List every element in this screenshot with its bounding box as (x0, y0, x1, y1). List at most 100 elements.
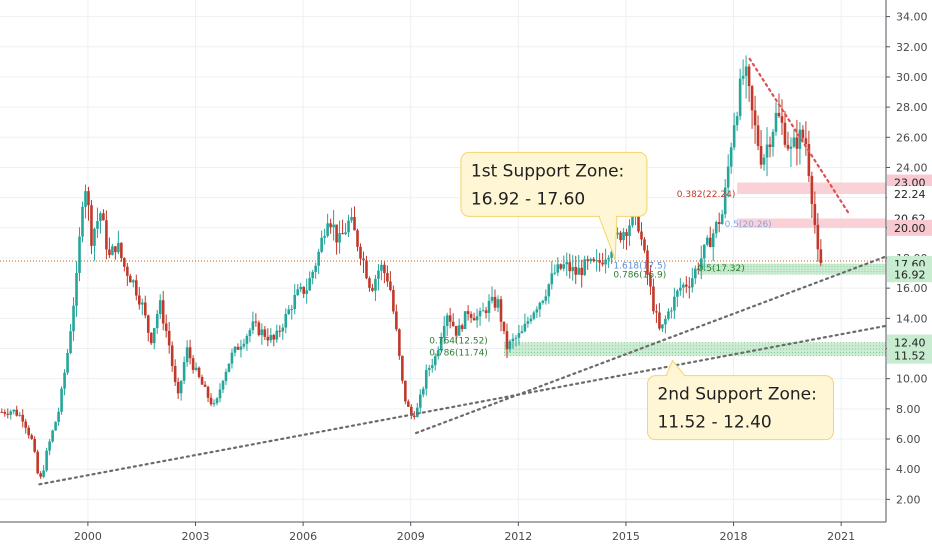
y-tick-label: 4.00 (896, 463, 921, 476)
candle-body (789, 146, 793, 149)
candle-body (768, 144, 772, 147)
candle-body (200, 376, 204, 385)
candle-body (377, 270, 380, 279)
candle-body (84, 191, 87, 207)
candle-body (3, 411, 7, 414)
candle-body (209, 397, 213, 405)
candle-body (63, 372, 66, 389)
candle-body (628, 225, 631, 236)
candle-body (661, 324, 664, 329)
candle-body (771, 131, 775, 147)
candle-body (418, 394, 422, 408)
candle-body (481, 310, 485, 312)
candle-body (762, 157, 766, 165)
callouts: 1st Support Zone: 16.92 - 17.60 2nd Suppor… (460, 151, 834, 441)
candle-body (688, 286, 691, 288)
candle-body (433, 356, 437, 366)
trendlines (38, 57, 888, 486)
candle-body (637, 205, 640, 232)
candle-body (753, 110, 757, 126)
candle-body (619, 232, 622, 241)
candle-body (523, 323, 527, 332)
x-tick-label: 2012 (504, 530, 532, 543)
candle-body (260, 329, 264, 336)
candle-body (293, 294, 297, 310)
callout-pointer (665, 359, 686, 377)
candle-body (311, 271, 314, 279)
candle-body (466, 311, 470, 315)
candle-body (158, 300, 162, 314)
candle-body (236, 346, 240, 350)
trendline (38, 324, 888, 486)
candle-body (380, 264, 383, 271)
candle-body (320, 237, 323, 252)
y-tick-label: 2.00 (896, 493, 921, 506)
candlestick-series (0, 55, 823, 479)
candle-body (589, 258, 592, 261)
candle-body (795, 137, 799, 149)
candle-body (568, 262, 572, 272)
candle-body (693, 268, 697, 279)
candle-body (550, 273, 554, 285)
candle-body (371, 287, 374, 291)
candle-body (819, 249, 823, 264)
axis-tag-label: 22.24 (894, 188, 926, 201)
candle-body (780, 116, 784, 123)
axis-tag-label: 12.40 (894, 336, 926, 349)
candle-body (164, 323, 168, 331)
candle-body (242, 343, 246, 347)
candle-body (263, 329, 267, 337)
candle-body (9, 411, 13, 415)
candle-body (111, 246, 114, 255)
candle-body (673, 296, 676, 311)
candle-body (179, 380, 183, 394)
candle-body (625, 232, 628, 236)
candle-body (221, 380, 225, 390)
resistance-zone (737, 218, 886, 228)
candle-body (287, 309, 291, 314)
candle-body (12, 409, 16, 412)
candle-body (281, 327, 285, 332)
candle-body (197, 367, 201, 377)
fib-labels: 0.382(22.24)0.5(20.26)1.618(17.5)0.786(1… (429, 190, 771, 358)
candle-body (117, 242, 120, 253)
candle-body (544, 296, 548, 301)
axis-tag-label: 16.92 (894, 268, 926, 281)
candle-body (410, 406, 413, 416)
candle-body (732, 125, 736, 148)
candle-body (191, 358, 195, 370)
candle-body (374, 278, 377, 291)
candle-body (185, 347, 189, 363)
candle-body (643, 239, 646, 251)
candle-body (245, 336, 249, 344)
candle-body (741, 75, 745, 79)
callout-title: 1st Support Zone: (471, 161, 624, 181)
candle-body (182, 362, 186, 381)
callout-range: 16.92 - 17.60 (471, 189, 585, 209)
candle-body (6, 413, 10, 415)
fib-label: 0.764(12.52) (429, 337, 488, 347)
candle-body (708, 237, 712, 248)
candle-body (167, 330, 171, 346)
candle-body (765, 144, 769, 158)
candle-body (338, 233, 341, 243)
candle-body (57, 411, 60, 422)
candle-body (149, 332, 153, 344)
candle-body (284, 313, 288, 328)
candle-body (490, 296, 494, 301)
candle-body (36, 451, 39, 474)
candle-body (329, 223, 332, 228)
candle-body (667, 311, 670, 319)
x-tick-label: 2015 (612, 530, 640, 543)
candle-body (592, 258, 595, 261)
candle-body (565, 262, 569, 265)
candle-body (383, 264, 386, 274)
candle-body (690, 278, 694, 288)
candle-body (272, 335, 276, 340)
candle-body (15, 409, 19, 416)
axis-tag-bg (887, 347, 932, 364)
candle-body (344, 232, 347, 235)
candle-body (356, 230, 359, 247)
candle-body (705, 237, 709, 245)
